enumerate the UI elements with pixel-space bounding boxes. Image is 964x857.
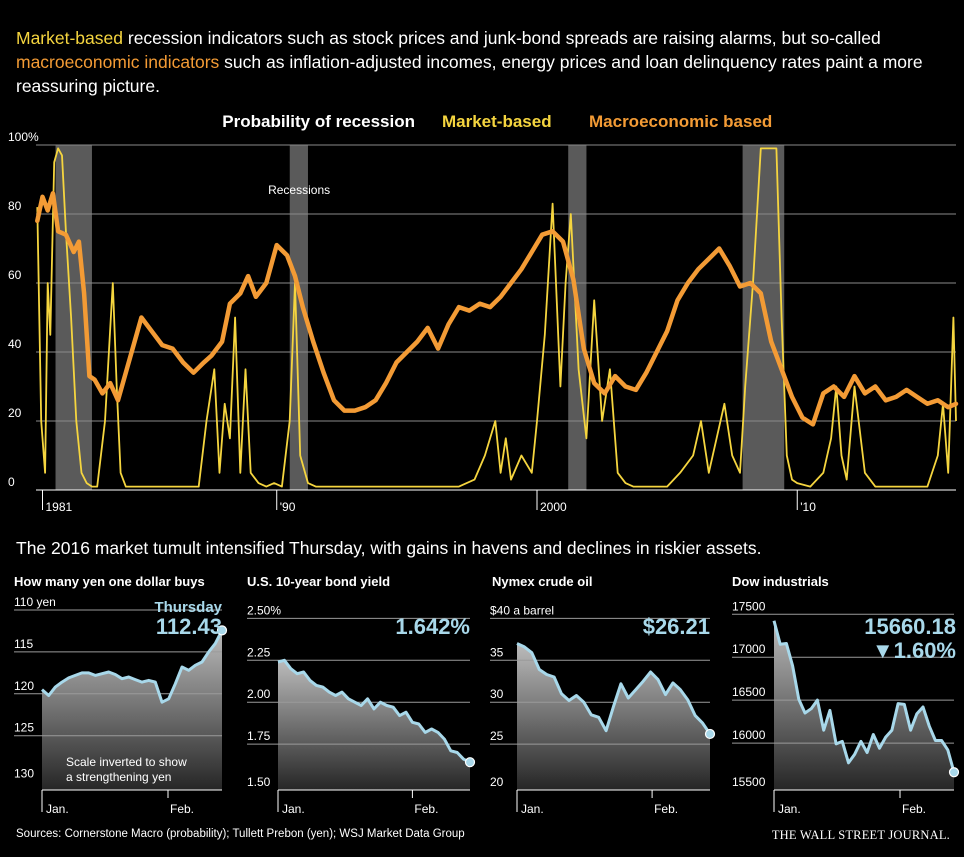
panel-ytick-dow: 16500 [732,685,766,699]
panel-title-yen: How many yen one dollar buys [14,574,205,589]
panel-xlabel-jan-yen: Jan. [46,802,69,816]
panel-ytick-bond: 1.50 [247,775,271,789]
recession-band-1 [289,145,308,490]
panel-ytick-yen: 110 yen [14,595,56,609]
panel-line-bond [277,658,471,764]
panel-endpoint-yen [216,625,228,636]
panel-xlabel-feb-bond: Feb. [414,802,438,816]
panel-ytick-dow: 17000 [732,642,766,656]
yen-note-line-2: a strengthening yen [66,770,171,784]
panel-ytick-yen: 130 [14,767,34,781]
callout-change-dow: ▼1.60% [872,638,956,663]
callout-value-dow: 15660.18 [864,614,956,639]
callout-value-bond: 1.642% [395,614,470,639]
chart-title: Probability of recession [222,112,415,131]
panel-ytick-yen: 125 [14,721,34,735]
panel-ytick-crude: 25 [490,729,504,743]
intro-part-4: such as inflation-adjusted incomes, ener… [16,52,923,96]
recession-probability-chart: Probability of recession Market-based Macr… [8,112,959,514]
subtitle: The 2016 market tumult intensified Thurs… [16,538,762,558]
panel-title-crude: Nymex crude oil [492,574,592,589]
x-tick-label: '90 [280,500,296,514]
x-tick-label: 1981 [46,500,73,514]
series-market-based-line [36,147,957,488]
panel-ytick-bond: 2.25 [247,645,271,659]
panel-title-bond: U.S. 10-year bond yield [247,574,390,589]
panel-ytick-yen: 115 [14,637,33,651]
panel-line-crude [516,642,712,735]
x-tick-label: 2000 [540,500,567,514]
panel-endpoint-crude [704,728,716,740]
intro-macroeconomic: macroeconomic indicators [16,52,220,72]
y-tick-label: 40 [8,337,22,351]
panel-ytick-bond: 2.00 [247,687,271,701]
panel-ytick-dow: 17500 [732,599,766,613]
panel-area-crude [517,643,710,790]
yen-note-line-1: Scale inverted to show [66,755,187,769]
y-tick-label: 20 [8,406,22,420]
panel-area-bond [278,660,470,790]
panel-ytick-crude: 30 [490,687,504,701]
x-tick-label: '10 [800,500,816,514]
panel-xlabel-feb-crude: Feb. [654,802,678,816]
y-tick-label: 0 [8,475,15,489]
sources: Sources: Cornerstone Macro (probability)… [16,828,465,840]
panel-xlabel-jan-crude: Jan. [521,802,544,816]
panel-ytick-crude: 20 [490,775,504,789]
panel-ytick-bond: 1.75 [247,729,271,743]
panel-endpoint-dow [948,767,960,778]
callout-value-crude: $26.21 [643,614,710,639]
panel-endpoint-bond [464,757,476,768]
panel-ytick-crude: $40 a barrel [490,603,554,617]
panel-ytick-yen: 120 [14,679,34,693]
callout-label-yen: Thursday [154,599,222,616]
series-macroeconomic-line [35,191,959,427]
panel-xlabel-jan-bond: Jan. [282,802,305,816]
panel-ytick-crude: 35 [490,645,504,659]
panel-xlabel-jan-dow: Jan. [778,802,801,816]
panel-ytick-dow: 15500 [732,775,766,789]
panel-area-yen [42,630,222,790]
panel-xlabel-feb-yen: Feb. [170,802,194,816]
panel-title-dow: Dow industrials [732,574,829,589]
y-tick-label: 100% [8,130,39,144]
callout-value-yen: 112.43 [156,614,222,639]
panel-xlabel-feb-dow: Feb. [902,802,926,816]
intro-market-based: Market-based [16,28,123,48]
panel-ytick-dow: 16000 [732,728,766,742]
panel-ytick-bond: 2.50% [247,603,281,617]
y-tick-label: 60 [8,268,22,282]
intro-part-2: recession indicators such as stock price… [123,28,881,48]
intro-text: Market-based recession indicators such a… [16,26,956,98]
panel-area-dow [774,620,954,790]
panel-line-yen [41,629,224,704]
legend-market-based: Market-based [442,112,552,131]
publisher-logo: THE WALL STREET JOURNAL. [771,828,950,842]
panel-line-dow [772,620,956,773]
recessions-annotation: Recessions [268,183,330,197]
y-tick-label: 80 [8,199,22,213]
legend-macroeconomic: Macroeconomic based [589,112,772,131]
